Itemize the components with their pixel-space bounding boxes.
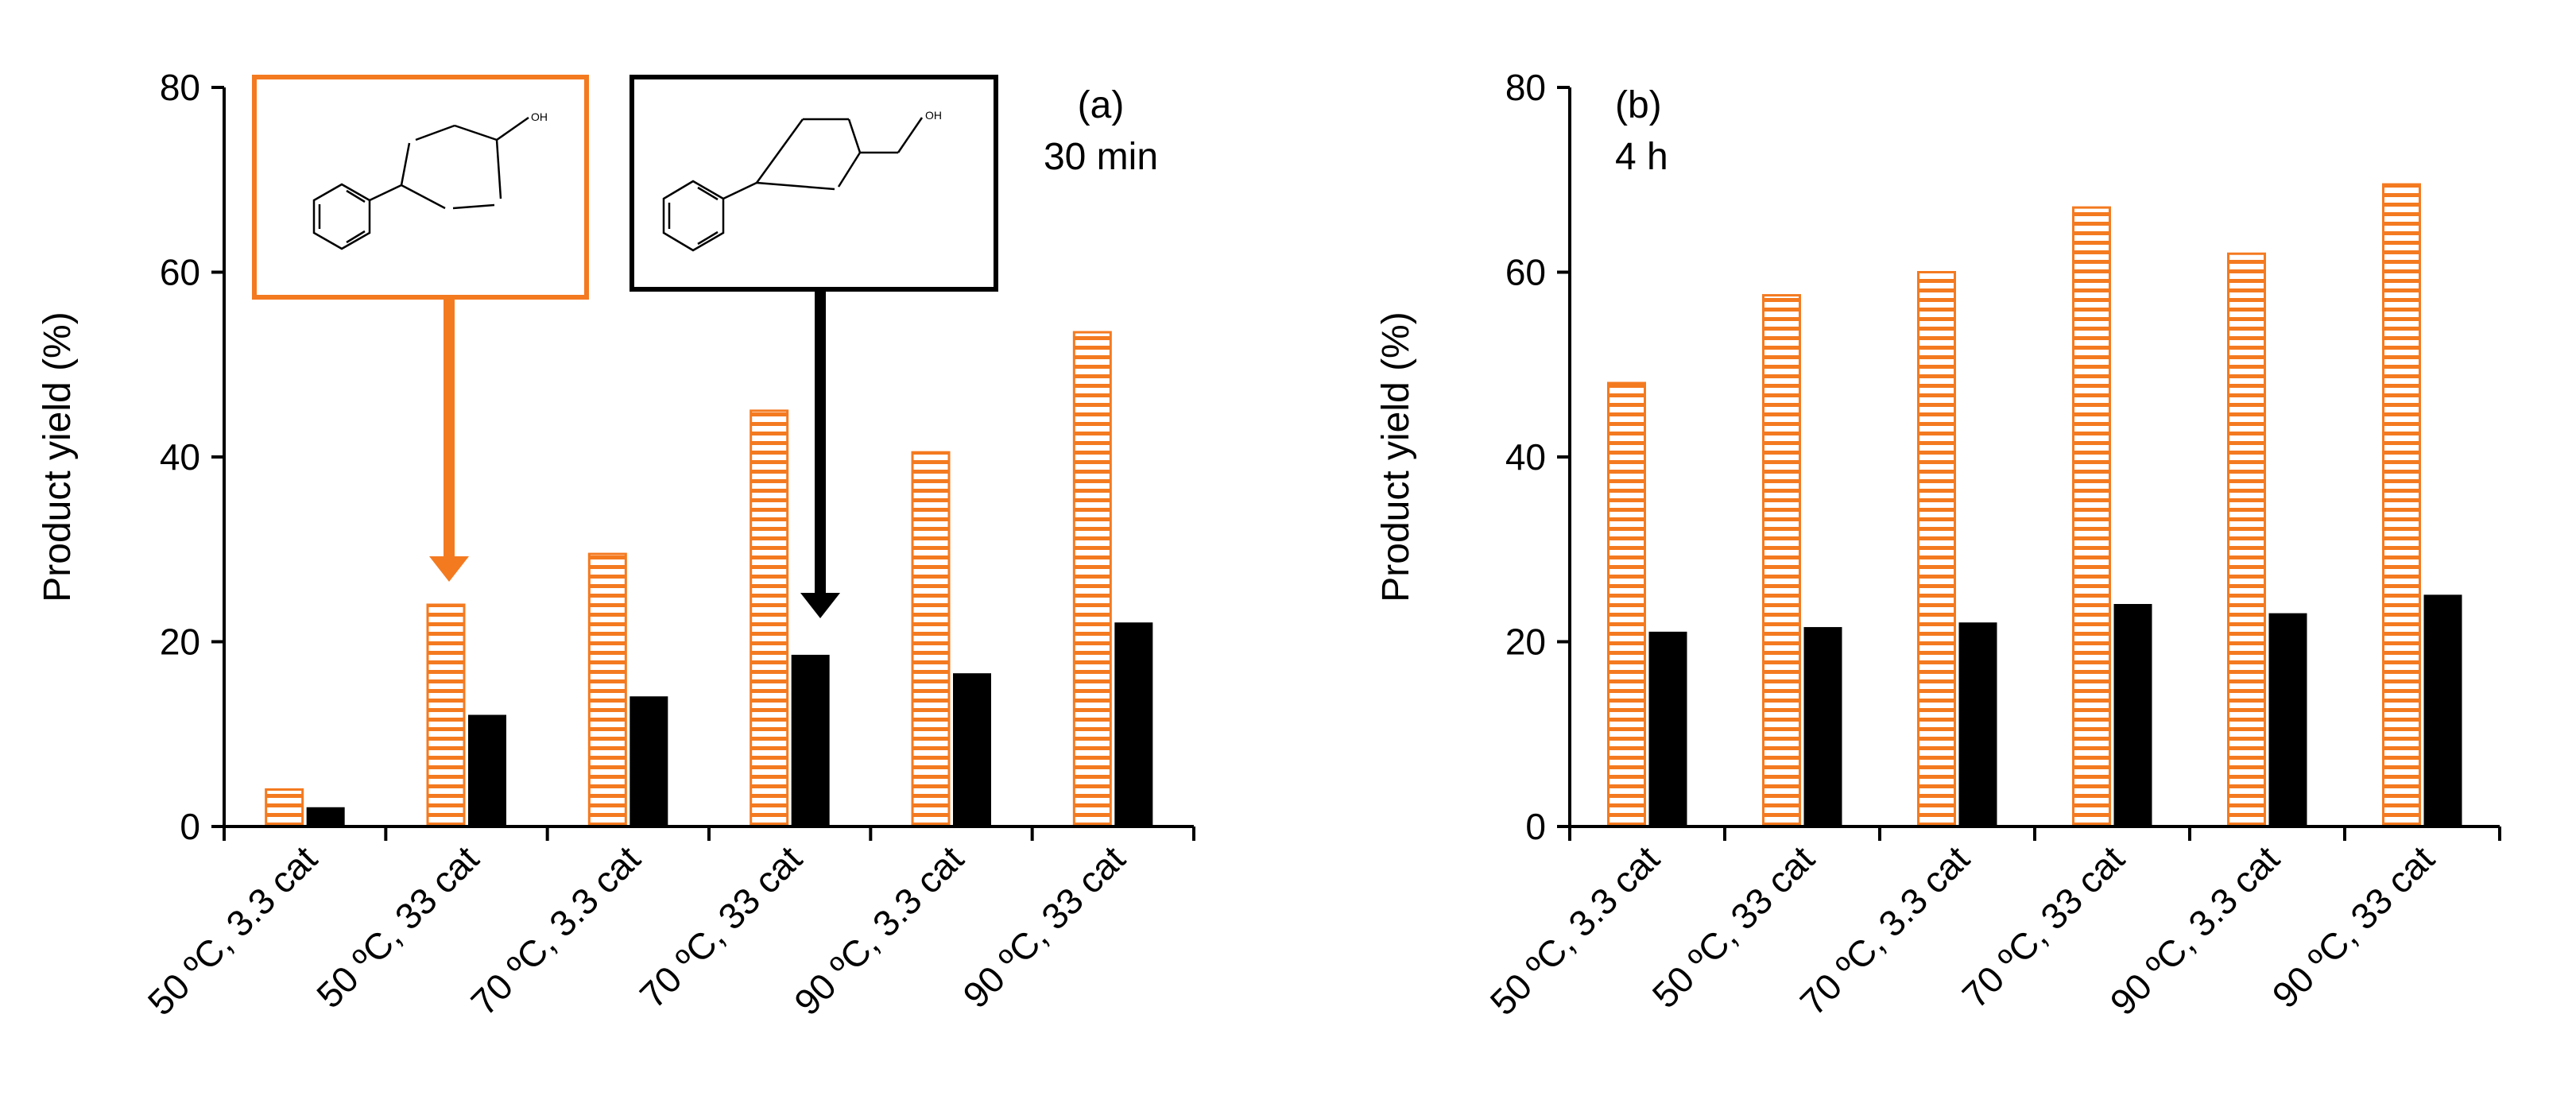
bar-black [629, 696, 668, 827]
y-ticks-a: 0 20 40 60 80 [160, 67, 224, 847]
bar-black [953, 673, 991, 827]
y-axis-title-b: Product yield (%) [1375, 312, 1417, 602]
bars-a [265, 331, 1153, 828]
y-tick-label: 20 [160, 621, 200, 663]
chart-panel-a: Product yield (%) (a) 30 min 0 20 40 60 80 5… [37, 67, 1195, 1023]
bar-black [2113, 604, 2152, 827]
structure-inset-black: OH [629, 75, 998, 618]
y-tick-label: 60 [1505, 252, 1546, 293]
bar-orange [2382, 183, 2421, 828]
category-label: 50 ºC, 33 cat [308, 838, 486, 1016]
bar-black [468, 714, 506, 827]
hydroxyl-label-orange: OH [531, 110, 548, 123]
bar-orange [2227, 252, 2266, 828]
time-label-a: 30 min [1044, 136, 1158, 178]
panel-label-b: (b) [1615, 84, 1662, 126]
hydroxyl-label-black: OH [925, 109, 942, 122]
bar-black [791, 654, 830, 827]
bar-black [2423, 594, 2462, 827]
panel-label-a: (a) [1078, 84, 1125, 126]
inset-arrow-head-orange [429, 556, 469, 582]
bar-orange [1762, 294, 1801, 828]
inset-frame-orange [252, 75, 589, 300]
y-tick-label: 80 [160, 67, 200, 108]
inset-frame-black [629, 75, 998, 292]
category-label: 90 ºC, 3.3 cat [786, 838, 971, 1023]
y-tick-label: 80 [1505, 67, 1546, 108]
bar-black [1114, 622, 1153, 827]
time-label-b: 4 h [1615, 136, 1668, 178]
category-label: 70 ºC, 3.3 cat [463, 838, 648, 1023]
y-tick-label: 40 [1505, 436, 1546, 478]
category-label: 50 ºC, 3.3 cat [140, 838, 325, 1023]
y-tick-label: 60 [160, 252, 200, 293]
y-tick-label: 40 [160, 436, 200, 478]
inset-arrow-head-black [800, 593, 840, 618]
bar-orange [426, 603, 466, 828]
y-tick-label: 0 [1525, 806, 1546, 847]
category-label: 70 ºC, 33 cat [632, 838, 810, 1016]
bars-b [1607, 183, 2462, 828]
y-tick-label: 20 [1505, 621, 1546, 663]
bar-black [1648, 631, 1687, 827]
bar-orange [265, 788, 304, 828]
chart-panel-b: Product yield (%) (b) 4 h 0 20 40 60 80 50 º… [1375, 67, 2501, 1023]
bar-black [1803, 627, 1842, 827]
bar-orange [911, 451, 951, 828]
bar-black [1958, 622, 1997, 827]
bar-orange [1072, 331, 1112, 828]
structure-inset-orange: OH [252, 75, 589, 582]
category-label: 90 ºC, 33 cat [955, 838, 1133, 1016]
bar-black [2268, 613, 2307, 827]
category-label: 90 ºC, 33 cat [2264, 838, 2442, 1016]
y-axis-title-a: Product yield (%) [37, 312, 79, 602]
y-tick-label: 0 [180, 806, 200, 847]
molecule-drawing-black [662, 117, 924, 252]
bar-orange [750, 409, 789, 828]
bar-orange [2072, 206, 2111, 828]
bar-orange [587, 552, 627, 828]
y-ticks-b: 0 20 40 60 80 [1505, 67, 1570, 847]
bar-black [306, 807, 345, 827]
category-label: 50 ºC, 3.3 cat [1482, 838, 1667, 1023]
molecule-drawing-orange [312, 116, 529, 250]
bar-orange [1607, 381, 1646, 828]
bar-orange [1917, 271, 1956, 828]
